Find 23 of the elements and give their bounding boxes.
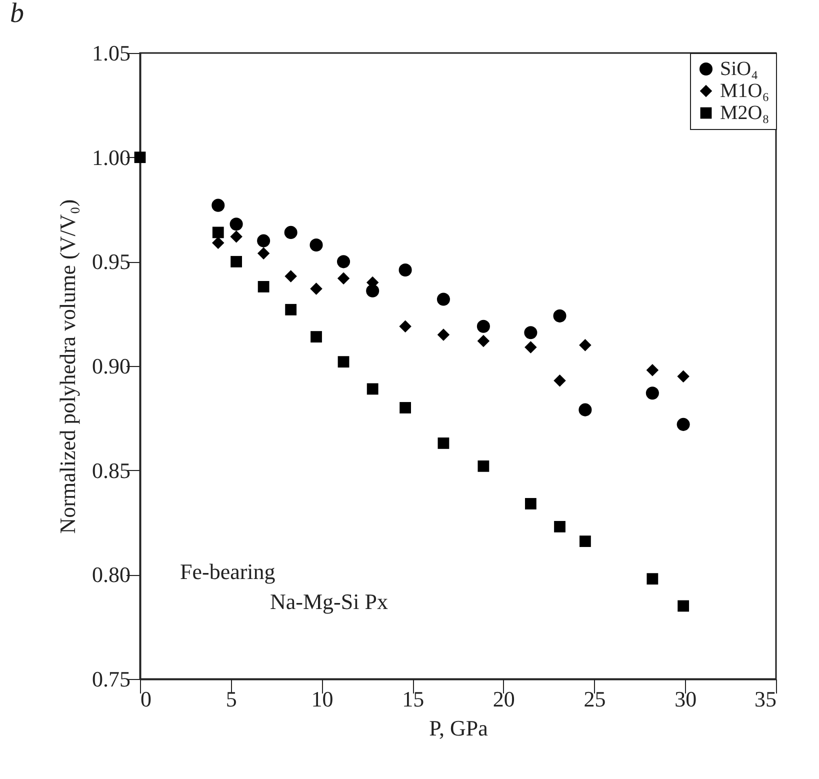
x-axis-title: P, GPa <box>429 716 488 740</box>
annotation: Na-Mg-Si Px <box>270 589 388 614</box>
x-tick-label: 10 <box>311 686 334 712</box>
legend-label: M2O₈ <box>720 102 770 124</box>
x-tick-label: 25 <box>584 686 606 712</box>
x-tick-label: 20 <box>492 686 515 712</box>
legend-label: M1O₆ <box>720 80 770 102</box>
x-tick-label: 5 <box>226 686 237 712</box>
y-tick-label: 0.75 <box>92 666 130 692</box>
annotation: Fe-bearing <box>180 559 276 584</box>
y-tick-label: 1.05 <box>92 40 130 66</box>
y-axis-title: Normalized polyhedra volume (V/V₀) <box>55 199 80 534</box>
y-tick-label: 1.00 <box>92 144 130 170</box>
y-tick-label: 0.95 <box>92 249 130 274</box>
chart-title: b <box>10 0 24 29</box>
x-tick-label: 30 <box>674 686 697 712</box>
x-tick-label: 15 <box>402 686 424 712</box>
y-tick-label: 0.90 <box>92 354 130 378</box>
x-tick-label: 0 <box>140 686 152 712</box>
legend-label: SiO₄ <box>720 58 758 80</box>
y-tick-label: 0.80 <box>92 562 130 588</box>
y-tick-label: 0.85 <box>92 458 130 483</box>
x-tick-label: 35 <box>754 686 776 712</box>
